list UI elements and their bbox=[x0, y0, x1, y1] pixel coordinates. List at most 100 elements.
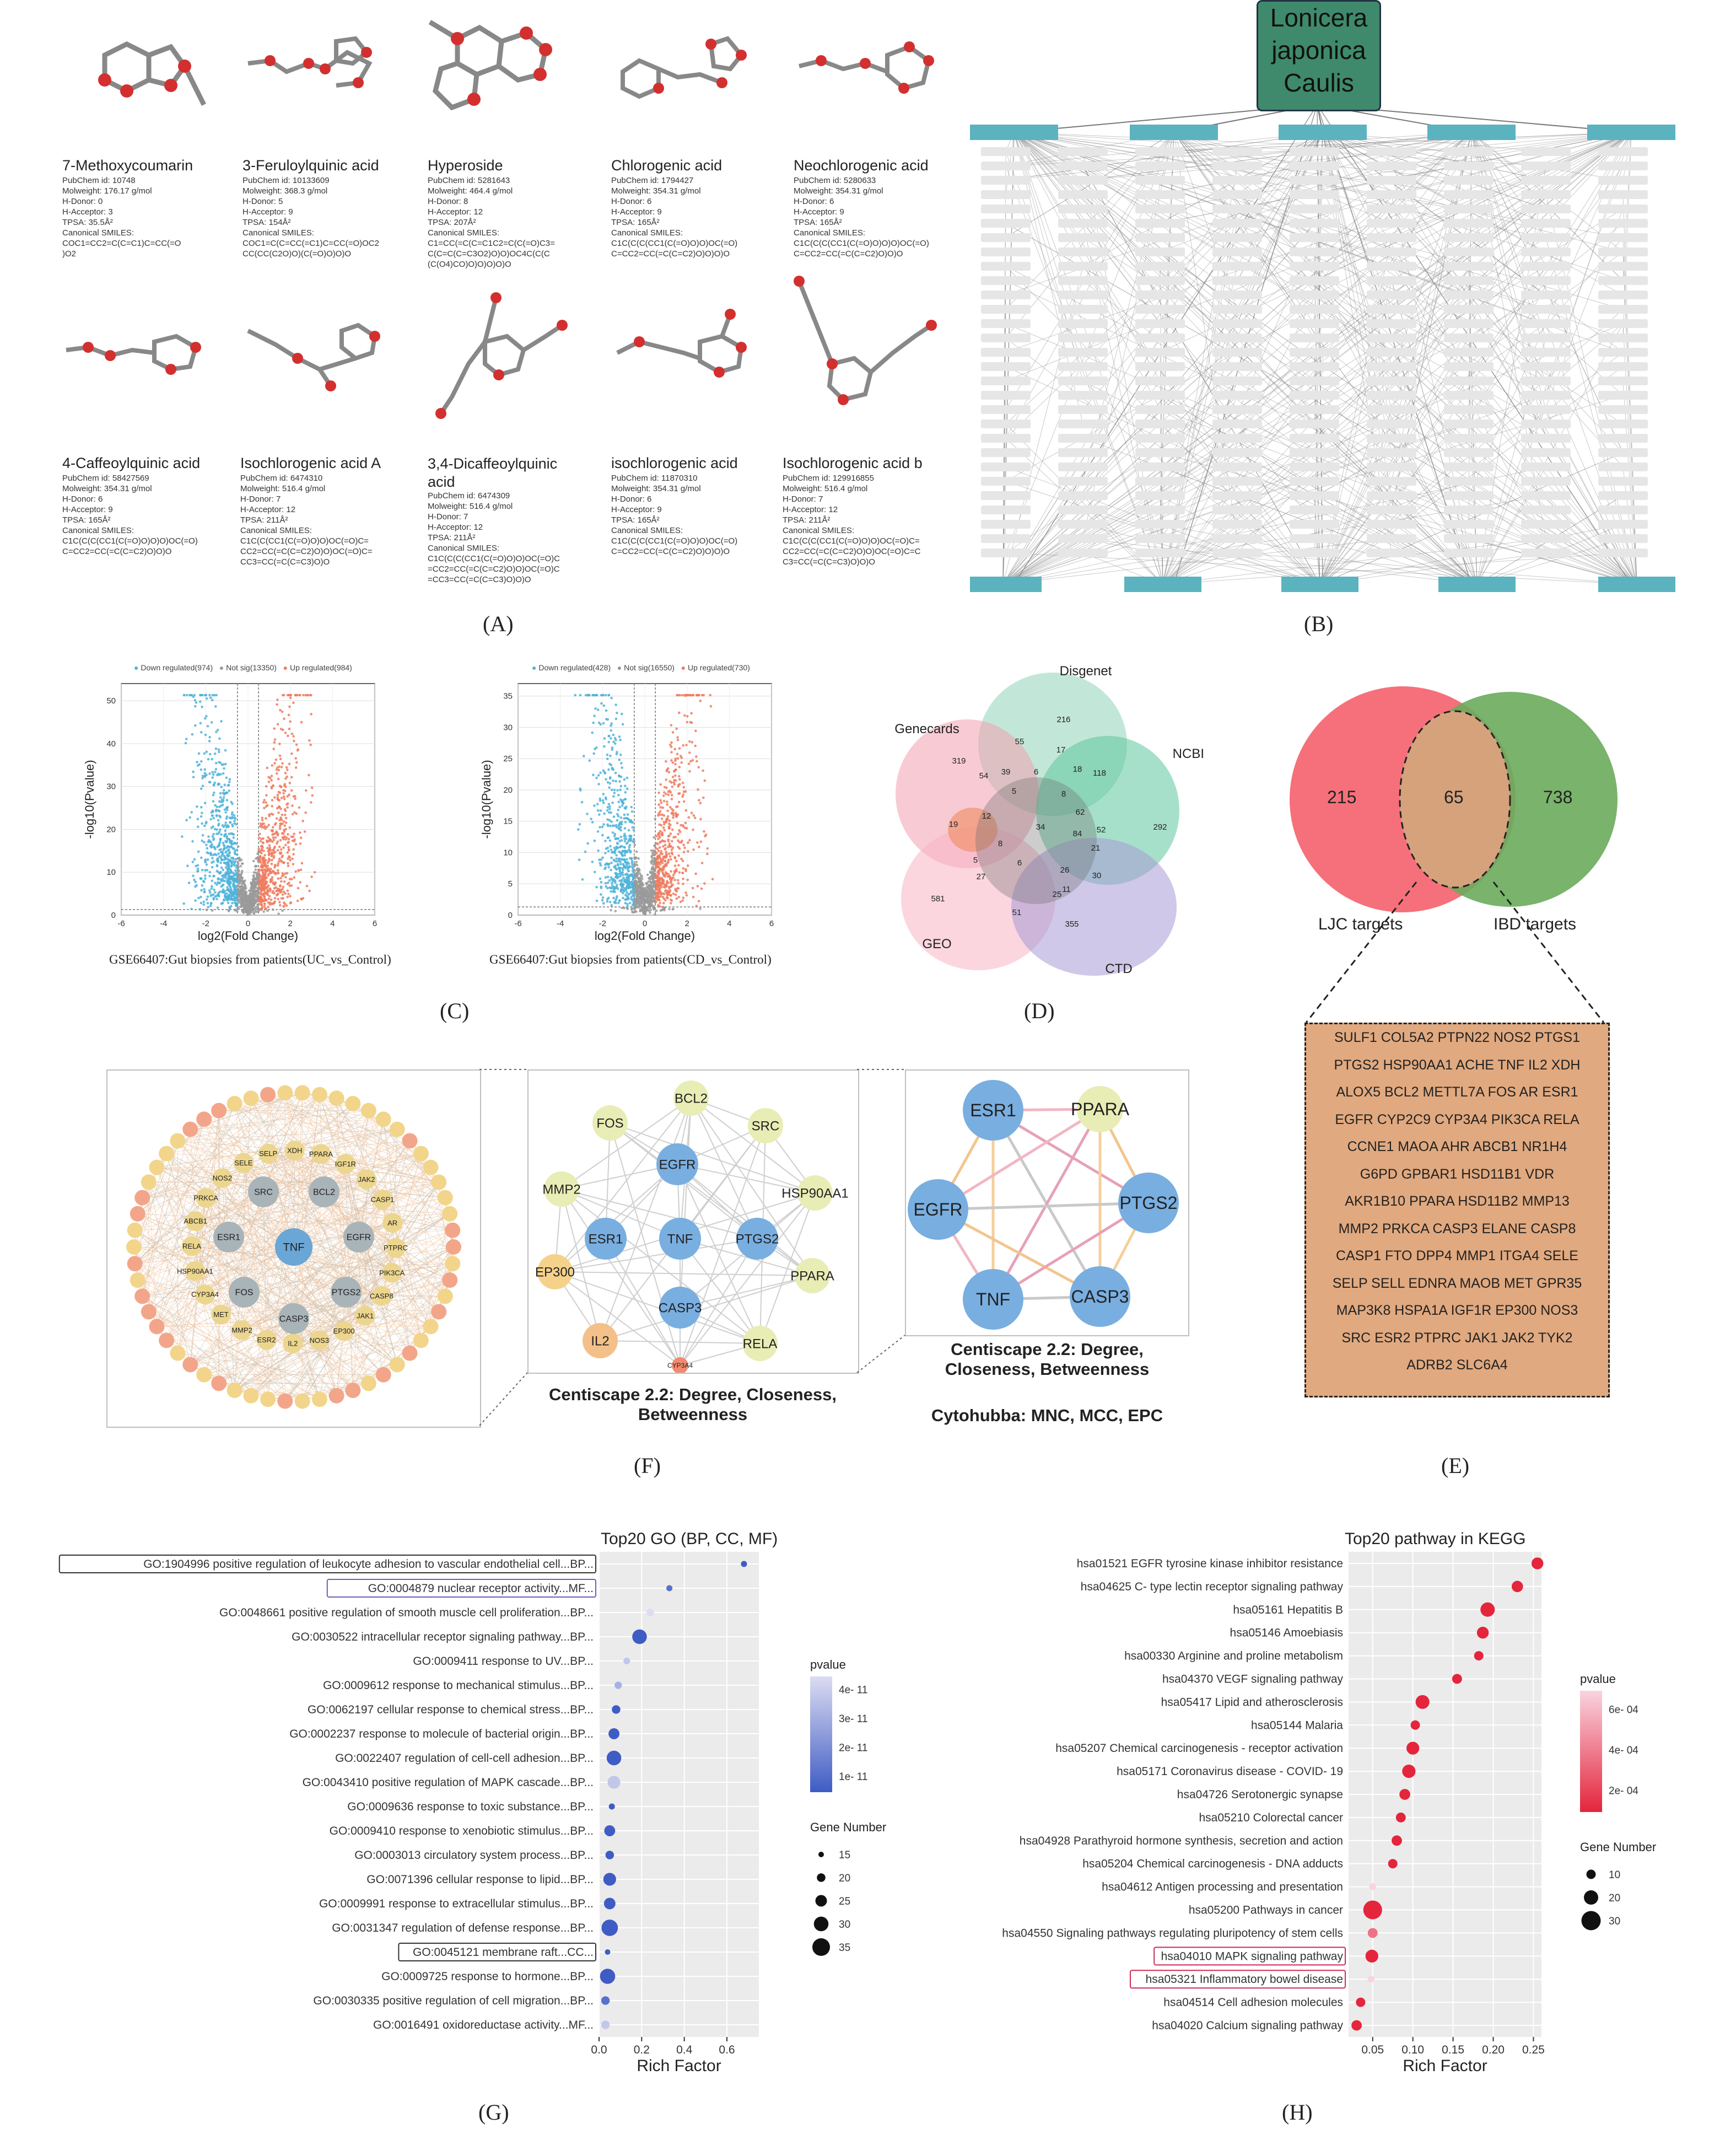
data-point bbox=[310, 875, 313, 878]
data-point bbox=[623, 827, 627, 830]
compound-target-edge bbox=[1237, 466, 1478, 585]
data-point bbox=[203, 874, 207, 877]
ppi-edge bbox=[133, 1093, 285, 1248]
data-point bbox=[684, 891, 687, 894]
compound-target-edge bbox=[1002, 366, 1161, 585]
ppi-edge bbox=[190, 1340, 421, 1365]
data-point bbox=[623, 906, 626, 910]
data-point bbox=[709, 693, 711, 697]
data-point bbox=[626, 861, 629, 864]
ppi-edge bbox=[148, 1182, 158, 1327]
data-point bbox=[207, 835, 210, 838]
ppi-edge bbox=[383, 1340, 422, 1375]
compound-target-edge bbox=[1237, 132, 1472, 195]
data-point bbox=[614, 703, 617, 706]
compound-target-edge bbox=[1082, 509, 1320, 585]
data-point bbox=[279, 891, 282, 894]
target-node bbox=[1367, 506, 1416, 514]
data-point bbox=[636, 884, 639, 888]
data-point bbox=[633, 908, 636, 911]
data-point bbox=[309, 743, 312, 746]
data-point bbox=[685, 744, 688, 746]
data-point bbox=[227, 783, 230, 787]
data-point bbox=[660, 878, 663, 880]
compound-target-edge bbox=[1082, 165, 1320, 585]
data-point bbox=[197, 896, 200, 900]
data-point bbox=[698, 846, 700, 848]
data-point bbox=[608, 811, 611, 814]
data-point bbox=[619, 788, 622, 791]
data-point bbox=[293, 832, 295, 836]
data-point bbox=[284, 838, 287, 841]
venn-set-label: Disgenet bbox=[1060, 664, 1112, 679]
compound-target-edge bbox=[1082, 132, 1632, 181]
data-point bbox=[695, 755, 698, 758]
data-point bbox=[682, 800, 686, 803]
data-point bbox=[628, 820, 632, 824]
data-point bbox=[579, 789, 582, 792]
data-point bbox=[286, 795, 289, 798]
data-point bbox=[677, 839, 680, 842]
compound-name: Neochlorogenic acid bbox=[794, 157, 929, 174]
data-point bbox=[231, 883, 235, 886]
data-point bbox=[265, 794, 268, 797]
molecule-structure-4-caffeoylquinic bbox=[66, 334, 201, 375]
data-point bbox=[197, 869, 200, 873]
compound-target-edge bbox=[1391, 132, 1632, 510]
data-point bbox=[636, 906, 639, 908]
data-point bbox=[268, 869, 271, 872]
data-point bbox=[308, 889, 311, 893]
target-node bbox=[1598, 420, 1648, 428]
data-point bbox=[265, 865, 268, 869]
data-point bbox=[608, 900, 612, 904]
ppi-edge bbox=[319, 1167, 431, 1400]
data-point bbox=[615, 824, 618, 827]
data-point bbox=[263, 878, 266, 881]
data-point bbox=[611, 746, 614, 749]
data-point bbox=[608, 782, 612, 785]
target-node bbox=[1212, 233, 1262, 242]
ppi-edge bbox=[177, 1163, 244, 1353]
legend-dot: ● bbox=[617, 663, 622, 672]
data-point bbox=[256, 857, 259, 860]
data-point bbox=[623, 858, 626, 862]
data-point bbox=[229, 880, 232, 884]
data-point bbox=[196, 867, 200, 870]
x-tick-label: -6 bbox=[514, 919, 521, 928]
data-point bbox=[289, 859, 292, 862]
venn-region-count: 581 bbox=[931, 894, 945, 904]
ppi-edge bbox=[134, 1230, 384, 1375]
data-point bbox=[191, 840, 194, 843]
venn-region-count: 84 bbox=[1073, 829, 1082, 838]
data-point bbox=[273, 738, 277, 741]
data-point bbox=[227, 870, 230, 873]
target-node bbox=[1598, 463, 1648, 471]
data-point bbox=[691, 759, 694, 762]
ppi-edge bbox=[157, 1167, 294, 1248]
ppi-edge bbox=[203, 1119, 294, 1319]
data-point bbox=[301, 897, 305, 900]
compound-name: 7-Methoxycoumarin bbox=[62, 157, 193, 174]
venn-region-count: 34 bbox=[1036, 822, 1045, 832]
data-point bbox=[246, 907, 250, 910]
venn-region-count: 12 bbox=[982, 811, 991, 821]
data-point bbox=[225, 846, 228, 850]
target-node bbox=[1444, 319, 1494, 328]
data-point bbox=[225, 835, 229, 838]
compound-target-edge bbox=[1002, 337, 1161, 585]
data-point bbox=[631, 869, 634, 872]
data-point bbox=[661, 840, 665, 843]
data-point bbox=[295, 761, 298, 764]
data-point bbox=[592, 752, 595, 755]
data-point bbox=[660, 886, 663, 889]
data-point bbox=[274, 836, 277, 839]
target-node bbox=[981, 420, 1031, 428]
data-point bbox=[599, 862, 602, 865]
data-point bbox=[648, 906, 651, 910]
target-node bbox=[981, 362, 1031, 371]
data-point bbox=[700, 862, 704, 864]
data-point bbox=[290, 752, 293, 755]
data-point bbox=[188, 816, 191, 819]
data-point bbox=[617, 815, 620, 818]
data-point bbox=[606, 897, 609, 901]
